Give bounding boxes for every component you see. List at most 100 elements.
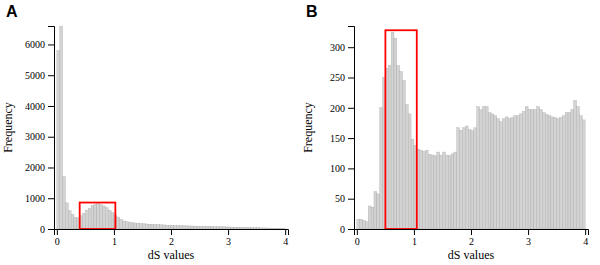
bar bbox=[528, 110, 531, 229]
bar bbox=[120, 219, 123, 229]
y-tick-mark bbox=[48, 137, 54, 138]
bar bbox=[420, 150, 423, 229]
bar bbox=[554, 118, 557, 229]
bar bbox=[228, 227, 231, 229]
chart: 012340100020003000400050006000dS valuesF… bbox=[0, 0, 600, 265]
bar bbox=[391, 32, 394, 229]
x-axis: 01234 bbox=[355, 229, 589, 247]
y-tick-label: 3000 bbox=[25, 131, 45, 142]
bar bbox=[174, 226, 177, 229]
panel-label: B bbox=[306, 3, 318, 20]
bar bbox=[491, 114, 494, 229]
bar bbox=[202, 226, 205, 229]
y-tick-label: 6000 bbox=[25, 39, 45, 50]
x-tick-label: 1 bbox=[112, 236, 117, 247]
y-tick: 250 bbox=[330, 72, 354, 83]
y-tick-mark bbox=[348, 168, 354, 169]
bar bbox=[208, 226, 211, 229]
x-axis-title: dS values bbox=[448, 248, 495, 262]
x-tick: 4 bbox=[583, 229, 588, 247]
bar bbox=[220, 227, 223, 229]
bar bbox=[177, 226, 180, 229]
bar bbox=[191, 226, 194, 229]
bar bbox=[434, 156, 437, 229]
y-tick: 6000 bbox=[25, 39, 54, 50]
bar bbox=[522, 111, 525, 229]
bar bbox=[125, 222, 128, 229]
bar bbox=[239, 227, 242, 229]
bar bbox=[108, 210, 111, 229]
bar bbox=[165, 225, 168, 229]
marks bbox=[57, 26, 285, 229]
bar bbox=[211, 227, 214, 229]
bar bbox=[551, 117, 554, 229]
bar bbox=[282, 228, 285, 229]
highlight-rect bbox=[80, 203, 116, 229]
bar bbox=[422, 151, 425, 229]
y-tick: 1000 bbox=[25, 193, 54, 204]
x-tick-mark bbox=[57, 229, 58, 235]
x-tick-label: 2 bbox=[469, 236, 474, 247]
bar bbox=[357, 219, 360, 229]
bar bbox=[477, 107, 480, 229]
x-tick: 2 bbox=[169, 229, 174, 247]
bar bbox=[259, 228, 262, 229]
y-tick: 300 bbox=[330, 42, 354, 53]
bar bbox=[534, 110, 537, 229]
bar bbox=[157, 225, 160, 229]
bar bbox=[380, 108, 383, 229]
bar bbox=[162, 225, 165, 229]
bar bbox=[205, 226, 208, 229]
x-tick-label: 0 bbox=[355, 236, 360, 247]
y-tick-label: 250 bbox=[330, 72, 345, 83]
bar bbox=[97, 204, 100, 229]
panel-label: A bbox=[6, 3, 18, 20]
bar bbox=[428, 154, 431, 229]
y-tick-mark bbox=[48, 229, 54, 230]
bar bbox=[462, 128, 465, 229]
bar bbox=[511, 118, 514, 229]
plot-area: 01234050100150200250300dS valuesFrequenc… bbox=[301, 27, 589, 263]
y-axis: 050100150200250300 bbox=[330, 27, 355, 235]
bar bbox=[542, 113, 545, 229]
y-tick-label: 150 bbox=[330, 133, 345, 144]
bar bbox=[131, 223, 134, 229]
bar bbox=[545, 114, 548, 229]
bar bbox=[100, 205, 103, 229]
y-tick: 0 bbox=[340, 224, 354, 235]
bar bbox=[365, 222, 368, 229]
bar bbox=[71, 214, 74, 229]
bar bbox=[88, 208, 91, 229]
bar bbox=[151, 224, 154, 229]
bar bbox=[363, 221, 366, 229]
bar bbox=[559, 118, 562, 229]
bar bbox=[579, 116, 582, 229]
y-tick-mark bbox=[48, 106, 54, 107]
x-tick-label: 4 bbox=[583, 236, 588, 247]
bar bbox=[137, 223, 140, 229]
bar bbox=[405, 105, 408, 229]
bar bbox=[85, 210, 88, 229]
bar bbox=[520, 114, 523, 229]
y-tick-label: 100 bbox=[330, 163, 345, 174]
bar bbox=[442, 152, 445, 229]
bar bbox=[537, 107, 540, 229]
x-axis-line bbox=[55, 230, 289, 236]
x-tick: 3 bbox=[526, 229, 531, 247]
bar bbox=[368, 206, 371, 229]
x-tick-mark bbox=[528, 229, 529, 235]
y-tick: 100 bbox=[330, 163, 354, 174]
bar bbox=[122, 221, 125, 229]
x-tick: 3 bbox=[226, 229, 231, 247]
x-tick: 0 bbox=[355, 229, 360, 247]
plot-area: 012340100020003000400050006000dS valuesF… bbox=[1, 26, 289, 262]
bar bbox=[134, 223, 137, 229]
y-tick-mark bbox=[48, 198, 54, 199]
y-tick-label: 4000 bbox=[25, 101, 45, 112]
bar bbox=[160, 225, 163, 229]
bar bbox=[485, 107, 488, 229]
bar bbox=[374, 191, 377, 229]
bar bbox=[271, 228, 274, 229]
bar bbox=[360, 219, 363, 229]
bar bbox=[63, 177, 66, 229]
